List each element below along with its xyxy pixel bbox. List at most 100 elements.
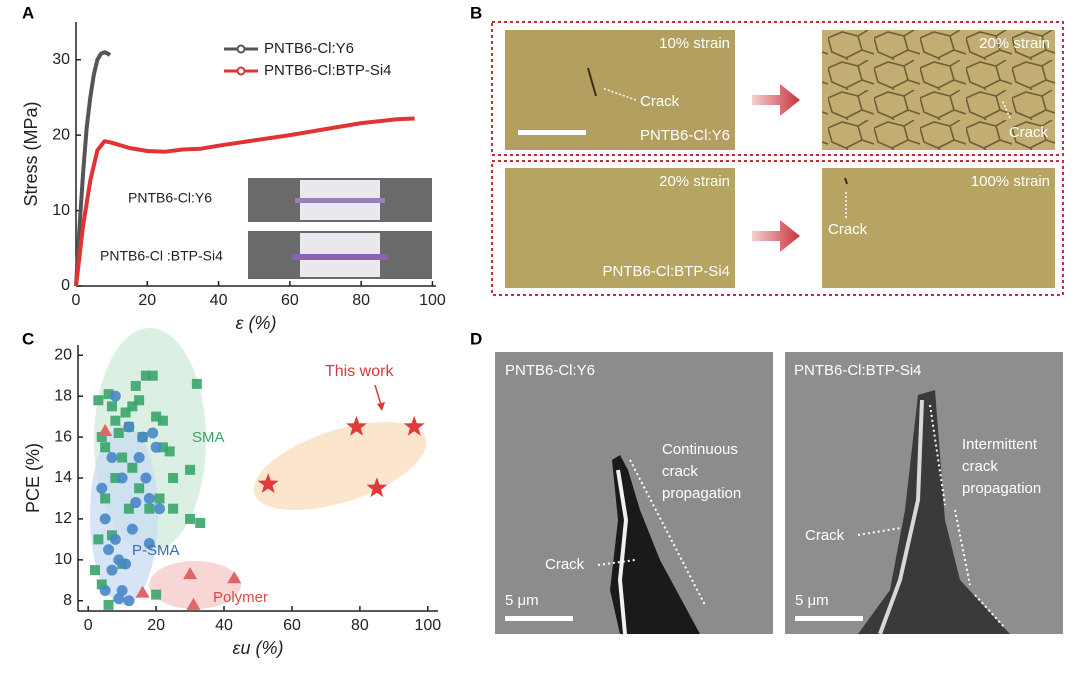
point	[185, 464, 196, 475]
point	[113, 427, 124, 438]
point	[144, 503, 155, 514]
region	[90, 425, 158, 605]
point	[120, 558, 132, 570]
point	[140, 472, 152, 484]
point	[96, 579, 107, 590]
point	[147, 370, 158, 381]
point	[110, 415, 121, 426]
point	[127, 462, 138, 473]
point	[151, 411, 162, 422]
point	[227, 571, 242, 584]
label: 5 μm	[795, 592, 829, 609]
point	[120, 407, 131, 418]
point	[186, 597, 201, 610]
legend-marker	[236, 44, 246, 54]
point	[103, 599, 114, 610]
panel-label: D	[470, 329, 482, 348]
point	[96, 432, 107, 443]
legend-label: PNTB6-Cl:Y6	[264, 40, 354, 57]
y-tick-label: 30	[52, 51, 70, 68]
pointer	[857, 527, 901, 536]
y-tick-label: 10	[52, 202, 70, 219]
crack	[858, 390, 1010, 634]
y-tick-label: 10	[54, 551, 72, 568]
y-tick-label: 12	[54, 510, 72, 527]
frame	[491, 21, 1064, 156]
point	[154, 493, 165, 504]
point	[157, 442, 168, 453]
point	[135, 585, 150, 598]
label: propagation	[662, 485, 741, 502]
micrograph	[505, 168, 735, 288]
y-tick-label: 16	[54, 428, 72, 445]
point	[133, 452, 145, 464]
point	[150, 441, 162, 453]
point	[99, 513, 111, 525]
label: PNTB6-Cl:BTP-Si4	[602, 263, 730, 280]
label: Crack	[805, 527, 845, 544]
point	[93, 534, 104, 545]
point	[93, 395, 104, 406]
point	[130, 380, 141, 391]
y-tick-label: 20	[52, 126, 70, 143]
point	[147, 427, 159, 439]
scale-bar	[518, 130, 586, 135]
point	[183, 567, 198, 580]
point	[103, 544, 115, 556]
legend-label: PNTB6-Cl:BTP-Si4	[264, 62, 392, 79]
panel-label: A	[22, 3, 34, 22]
point	[127, 401, 138, 412]
point	[123, 503, 134, 514]
label: PNTB6-Cl:Y6	[640, 127, 730, 144]
point	[100, 493, 111, 504]
pointer	[597, 559, 636, 566]
label: PNTB6-Cl:Y6	[505, 362, 595, 379]
point	[257, 473, 279, 493]
label: 100% strain	[971, 173, 1050, 190]
x-tick-label: 60	[281, 292, 299, 309]
point	[99, 585, 111, 597]
crack	[587, 67, 597, 97]
inset-photo	[292, 254, 388, 260]
point	[98, 423, 113, 436]
point	[191, 378, 202, 389]
point	[106, 452, 118, 464]
point	[154, 503, 166, 515]
crack	[878, 399, 924, 635]
point	[168, 503, 179, 514]
x-tick-label: 100	[419, 292, 446, 309]
annotation: PNTB6-Cl :BTP-Si4	[100, 248, 223, 264]
point	[157, 415, 168, 426]
point	[103, 389, 114, 400]
point	[195, 518, 206, 529]
point	[130, 497, 142, 509]
point	[143, 492, 155, 504]
y-tick-label: 20	[54, 346, 72, 363]
panel-label: C	[22, 329, 34, 348]
point	[366, 477, 388, 498]
point	[100, 442, 111, 453]
point	[164, 446, 175, 457]
label: propagation	[962, 480, 1041, 497]
x-tick-label: 80	[351, 617, 369, 634]
region	[149, 561, 241, 609]
pointer	[1001, 99, 1011, 119]
label: Intermittent	[962, 436, 1038, 453]
crack	[610, 455, 700, 634]
point	[126, 523, 138, 535]
legend-marker	[236, 66, 246, 76]
point	[89, 565, 100, 576]
y-tick-label: 0	[61, 277, 70, 294]
region	[253, 421, 427, 511]
y-tick-label: 18	[54, 387, 72, 404]
label: crack	[962, 458, 998, 475]
arrow	[377, 402, 385, 411]
point	[403, 415, 425, 436]
y-axis-label: PCE (%)	[23, 443, 43, 513]
point	[137, 431, 149, 443]
point	[140, 370, 151, 381]
label: 5 μm	[505, 592, 539, 609]
series-label: SMA	[192, 429, 225, 446]
point	[123, 595, 135, 607]
point	[113, 593, 125, 605]
